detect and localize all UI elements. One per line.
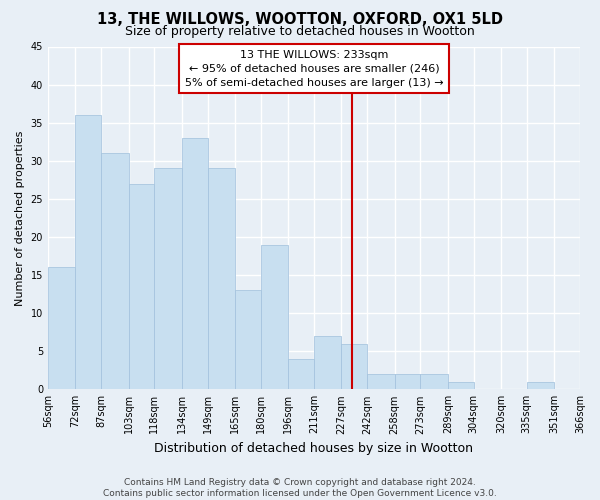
Bar [288, 359, 314, 390]
Bar [235, 290, 261, 390]
Bar [314, 336, 341, 390]
Bar [395, 374, 421, 390]
Bar [48, 268, 76, 390]
Bar [101, 153, 128, 390]
Bar [128, 184, 154, 390]
Y-axis label: Number of detached properties: Number of detached properties [15, 130, 25, 306]
Bar [527, 382, 554, 390]
Bar [367, 374, 395, 390]
Bar [341, 344, 367, 390]
Text: 13 THE WILLOWS: 233sqm
← 95% of detached houses are smaller (246)
5% of semi-det: 13 THE WILLOWS: 233sqm ← 95% of detached… [185, 50, 443, 88]
Bar [182, 138, 208, 390]
Bar [154, 168, 182, 390]
X-axis label: Distribution of detached houses by size in Wootton: Distribution of detached houses by size … [154, 442, 473, 455]
Bar [208, 168, 235, 390]
Bar [448, 382, 473, 390]
Text: Contains HM Land Registry data © Crown copyright and database right 2024.
Contai: Contains HM Land Registry data © Crown c… [103, 478, 497, 498]
Text: Size of property relative to detached houses in Wootton: Size of property relative to detached ho… [125, 25, 475, 38]
Bar [421, 374, 448, 390]
Bar [261, 244, 288, 390]
Bar [76, 115, 101, 390]
Bar [580, 374, 600, 390]
Text: 13, THE WILLOWS, WOOTTON, OXFORD, OX1 5LD: 13, THE WILLOWS, WOOTTON, OXFORD, OX1 5L… [97, 12, 503, 28]
